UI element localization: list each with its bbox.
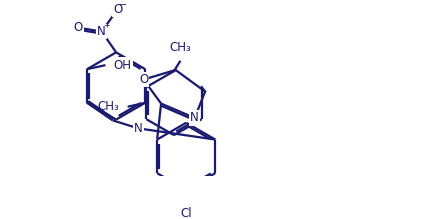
- Text: OH: OH: [113, 59, 131, 72]
- Text: −: −: [119, 0, 127, 10]
- Text: CH₃: CH₃: [98, 100, 120, 113]
- Text: O: O: [73, 21, 82, 34]
- Text: O: O: [139, 73, 148, 86]
- Text: Cl: Cl: [180, 207, 192, 219]
- Text: +: +: [103, 21, 110, 30]
- Text: N: N: [191, 111, 199, 124]
- Text: O: O: [113, 3, 122, 16]
- Text: N: N: [97, 25, 106, 38]
- Text: N: N: [134, 122, 142, 135]
- Text: CH₃: CH₃: [169, 41, 191, 54]
